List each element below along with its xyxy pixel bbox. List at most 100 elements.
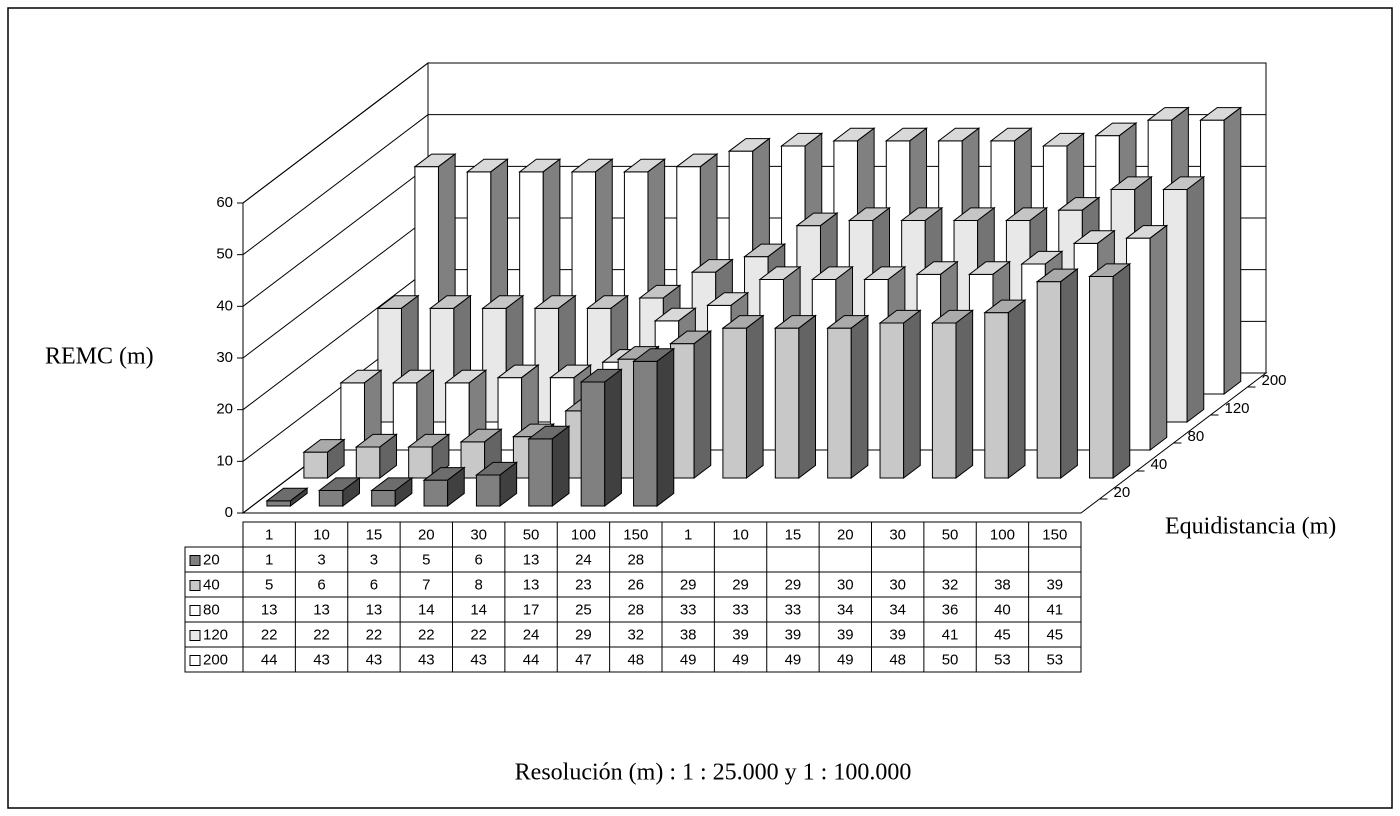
bar [1162, 175, 1206, 424]
table-value: 13 [523, 551, 540, 568]
y-axis-title: REMC (m) [45, 344, 154, 370]
bar-side [850, 314, 869, 480]
table-value: 53 [994, 651, 1011, 668]
legend-label: 120 [203, 626, 228, 643]
bar [1035, 268, 1079, 480]
legend-swatch [189, 580, 201, 591]
bar-side [798, 314, 817, 480]
bar [265, 487, 309, 508]
table-value: 29 [732, 576, 749, 593]
y-tick-label: 30 [216, 349, 233, 366]
x-tick-label: 20 [418, 526, 435, 543]
table-value: 5 [422, 551, 430, 568]
bar-side [1060, 268, 1078, 480]
table-value: 50 [942, 651, 959, 668]
bar-side [551, 425, 570, 508]
bar-side [289, 487, 308, 508]
y-tick-label: 60 [216, 194, 233, 211]
legend-label: 20 [203, 551, 220, 568]
table-value: 36 [942, 601, 959, 618]
bar-front [318, 490, 344, 507]
table-value: 22 [470, 626, 487, 643]
bar [527, 425, 571, 508]
bar [669, 330, 713, 480]
table-value: 1 [265, 551, 273, 568]
bar-front [984, 312, 1009, 479]
table-value: 44 [523, 651, 540, 668]
table-value: 48 [627, 651, 644, 668]
table-value: 22 [418, 626, 435, 643]
bar [407, 433, 451, 480]
x-tick-label: 50 [942, 526, 959, 543]
table-value: 34 [889, 601, 906, 618]
table-value: 41 [1046, 601, 1063, 618]
bar-side [903, 309, 921, 480]
table-value: 6 [317, 576, 325, 593]
legend-swatch [189, 655, 201, 666]
x-tick-label: 150 [623, 526, 648, 543]
bar-side [1223, 106, 1242, 396]
bar [1088, 262, 1132, 480]
x-tick-label: 100 [990, 526, 1015, 543]
bar-front [722, 327, 747, 479]
grid-line [242, 114, 1266, 256]
depth-axis-title: Equidistancia (m) [1165, 514, 1336, 540]
bar-side [1149, 224, 1168, 452]
x-tick-label: 30 [470, 526, 487, 543]
bar-front [408, 446, 433, 479]
bar-front [1089, 276, 1114, 479]
table-value: 8 [475, 576, 483, 593]
bar-side [499, 461, 518, 508]
table-value: 38 [680, 626, 697, 643]
legend-swatch [189, 555, 201, 566]
bar [826, 314, 870, 480]
table-value: 44 [261, 651, 278, 668]
bar [878, 309, 922, 480]
y-tick-label: 0 [225, 504, 233, 521]
depth-tick-label: 120 [1225, 400, 1250, 417]
bar-front [355, 446, 381, 479]
bar-side [326, 438, 345, 480]
bar-front [528, 438, 553, 507]
bar-side [1186, 175, 1205, 424]
table-value: 13 [366, 601, 383, 618]
x-tick-label: 100 [571, 526, 596, 543]
x-tick-label: 30 [889, 526, 906, 543]
table-value: 34 [837, 601, 854, 618]
bar-front [633, 360, 658, 507]
bar-side [1007, 299, 1026, 480]
table-value: 22 [261, 626, 278, 643]
table-value: 33 [785, 601, 802, 618]
table-value: 28 [627, 601, 644, 618]
table-value: 6 [370, 576, 378, 593]
table-value: 26 [627, 576, 644, 593]
table-value: 43 [366, 651, 383, 668]
table-value: 13 [523, 576, 540, 593]
table-value: 39 [1046, 576, 1063, 593]
bar-side [379, 433, 398, 480]
table-value: 3 [370, 551, 378, 568]
bar-side [604, 368, 622, 508]
table-value: 49 [732, 651, 749, 668]
table-value: 43 [313, 651, 330, 668]
bar [317, 476, 361, 508]
legend-label: 200 [203, 651, 228, 668]
table-value: 24 [523, 626, 540, 643]
x-axis-title: Resolución (m) : 1 : 25.000 y 1 : 100.00… [515, 760, 912, 786]
bar [983, 299, 1027, 480]
bar-front [266, 500, 291, 507]
y-tick-label: 50 [216, 246, 233, 263]
table-value: 49 [837, 651, 854, 668]
x-tick-label: 10 [732, 526, 749, 543]
table-value: 45 [1046, 626, 1063, 643]
table-value: 7 [422, 576, 430, 593]
table-value: 45 [994, 626, 1011, 643]
bar-front [1036, 281, 1062, 479]
y-tick-label: 40 [216, 297, 233, 314]
table-value: 47 [575, 651, 592, 668]
bar-front [879, 322, 905, 479]
table-value: 30 [837, 576, 854, 593]
bar-front [827, 327, 852, 479]
table-value: 39 [837, 626, 854, 643]
table-value: 17 [523, 601, 540, 618]
